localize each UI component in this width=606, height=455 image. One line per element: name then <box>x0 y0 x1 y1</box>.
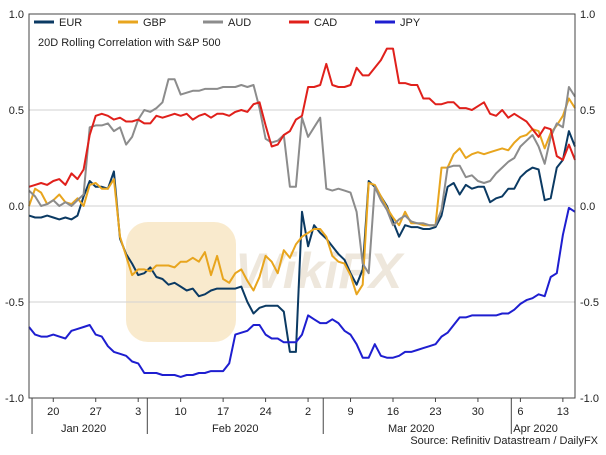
y-tick-label-right: 1.0 <box>580 9 595 21</box>
watermark: WikiFX <box>126 222 405 342</box>
series-line-aud <box>28 78 576 275</box>
month-label: Feb 2020 <box>212 423 258 435</box>
legend-label-aud: AUD <box>228 17 251 29</box>
x-tick-label: 10 <box>175 406 187 418</box>
plot-frame <box>28 13 576 399</box>
month-label: Mar 2020 <box>388 423 434 435</box>
y-tick-label-right: -0.5 <box>580 297 599 309</box>
y-tick-label-left: 0.0 <box>9 201 24 213</box>
legend-label-jpy: JPY <box>400 17 421 29</box>
series-line-jpy <box>28 206 576 378</box>
x-tick-label: 6 <box>517 406 523 418</box>
legend-label-gbp: GBP <box>143 17 166 29</box>
month-label: Jan 2020 <box>61 423 106 435</box>
x-tick-label: 24 <box>259 406 271 418</box>
watermark-text: WikiFX <box>236 243 405 299</box>
x-tick-label: 30 <box>472 406 484 418</box>
y-tick-label-right: -1.0 <box>580 393 599 405</box>
x-tick-label: 13 <box>557 406 569 418</box>
y-tick-label-right: 0.0 <box>580 201 595 213</box>
chart-title: 20D Rolling Correlation with S&P 500 <box>38 37 221 49</box>
series-line-eur <box>28 130 576 353</box>
y-tick-label-left: 1.0 <box>9 9 24 21</box>
gridlines <box>29 109 575 303</box>
x-tick-label: 9 <box>347 406 353 418</box>
x-tick-label: 2 <box>305 406 311 418</box>
x-tick-label: 27 <box>90 406 102 418</box>
chart-source: Source: Refinitiv Datastream / DailyFX <box>410 435 598 447</box>
y-tick-label-right: 0.5 <box>580 105 595 117</box>
x-tick-label: 20 <box>47 406 59 418</box>
series-line-cad <box>28 47 576 188</box>
series-line-gbp <box>28 97 576 296</box>
legend: EUR GBP AUD CAD JPY <box>34 17 421 29</box>
x-tick-label: 16 <box>387 406 399 418</box>
x-tick-label: 23 <box>429 406 441 418</box>
legend-label-cad: CAD <box>314 17 337 29</box>
axes: 1.0 1.0 0.5 0.5 0.0 0.0 -0.5 -0.5 -1.0 -1.0 20 27 3 1… <box>5 9 599 435</box>
series-lines <box>28 47 576 378</box>
x-tick-label: 3 <box>135 406 141 418</box>
month-label: Apr 2020 <box>513 423 558 435</box>
y-tick-label-left: -1.0 <box>5 393 24 405</box>
x-tick-label: 17 <box>217 406 229 418</box>
watermark-logo-icon <box>126 222 236 342</box>
y-tick-label-left: -0.5 <box>5 297 24 309</box>
legend-label-eur: EUR <box>59 17 82 29</box>
y-tick-label-left: 0.5 <box>9 105 24 117</box>
